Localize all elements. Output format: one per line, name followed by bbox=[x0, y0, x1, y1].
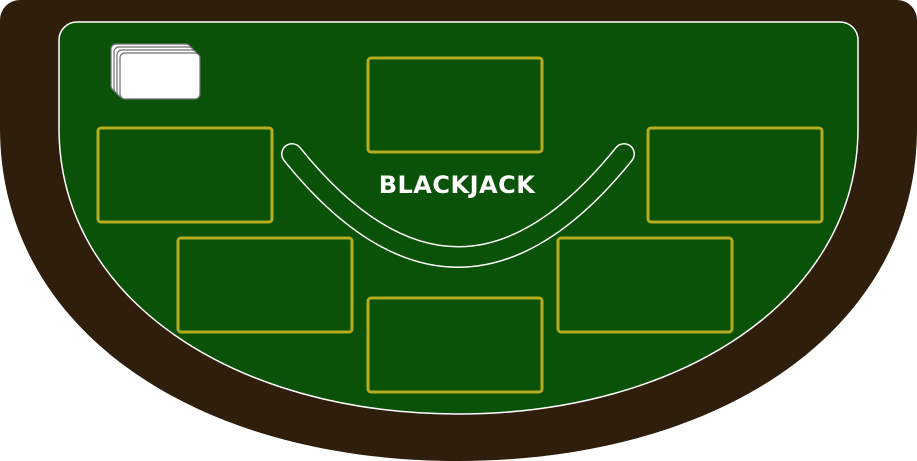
insurance-arc bbox=[281, 143, 635, 268]
dealer-card-area[interactable] bbox=[366, 56, 544, 154]
player-spot-3[interactable] bbox=[366, 296, 544, 394]
player-spot-5[interactable] bbox=[646, 126, 824, 224]
player-spot-4[interactable] bbox=[556, 236, 734, 334]
card-deck-icon[interactable] bbox=[110, 43, 201, 100]
table-felt bbox=[58, 21, 859, 415]
player-spot-1[interactable] bbox=[96, 126, 274, 224]
player-spot-2[interactable] bbox=[176, 236, 354, 334]
table-title: BLACKJACK bbox=[379, 171, 536, 199]
